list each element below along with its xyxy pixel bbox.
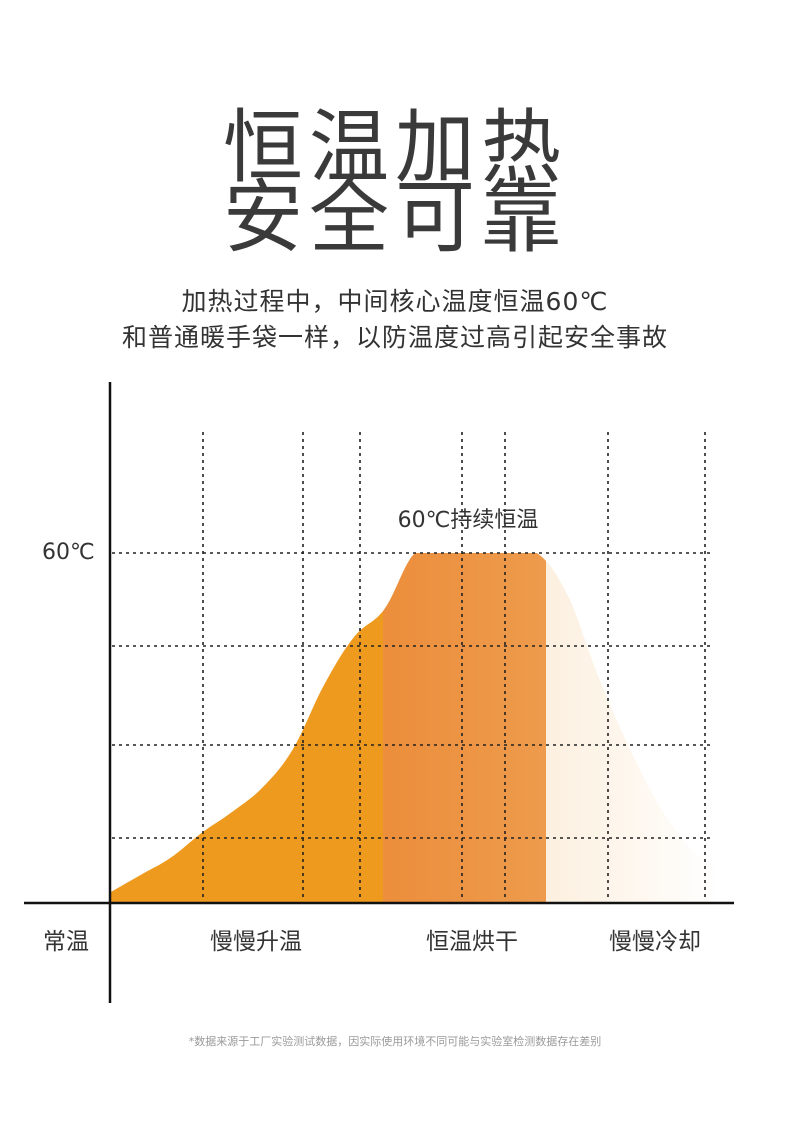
area-heating-phase [110, 610, 383, 903]
origin-label: 常温 [43, 929, 89, 955]
temperature-chart: 60℃ 60℃持续恒温 常温 慢慢升温 恒温烘干 慢慢冷却 [24, 382, 734, 1003]
plateau-annotation: 60℃持续恒温 [398, 508, 539, 533]
grid-lines [112, 432, 712, 901]
y-tick-label-60: 60℃ [42, 540, 95, 565]
subtitle-line-1: 加热过程中，中间核心温度恒温60℃ [181, 287, 609, 316]
subtitle-line-2: 和普通暖手袋一样，以防温度过高引起安全事故 [121, 323, 668, 352]
headline-line-2: 安全可靠 [223, 171, 567, 264]
area-constant-phase [383, 553, 546, 903]
phase-label-heating: 慢慢升温 [210, 929, 302, 955]
phase-label-cooling: 慢慢冷却 [609, 929, 701, 955]
area-cooling-phase [546, 560, 720, 903]
footnote: *数据来源于工厂实验测试数据，因实际使用环境不同可能与实验室检测数据存在差别 [188, 1035, 602, 1048]
headline-line-1: 恒温加热 [223, 101, 567, 194]
area-group [110, 553, 720, 903]
phase-label-constant: 恒温烘干 [426, 929, 518, 955]
